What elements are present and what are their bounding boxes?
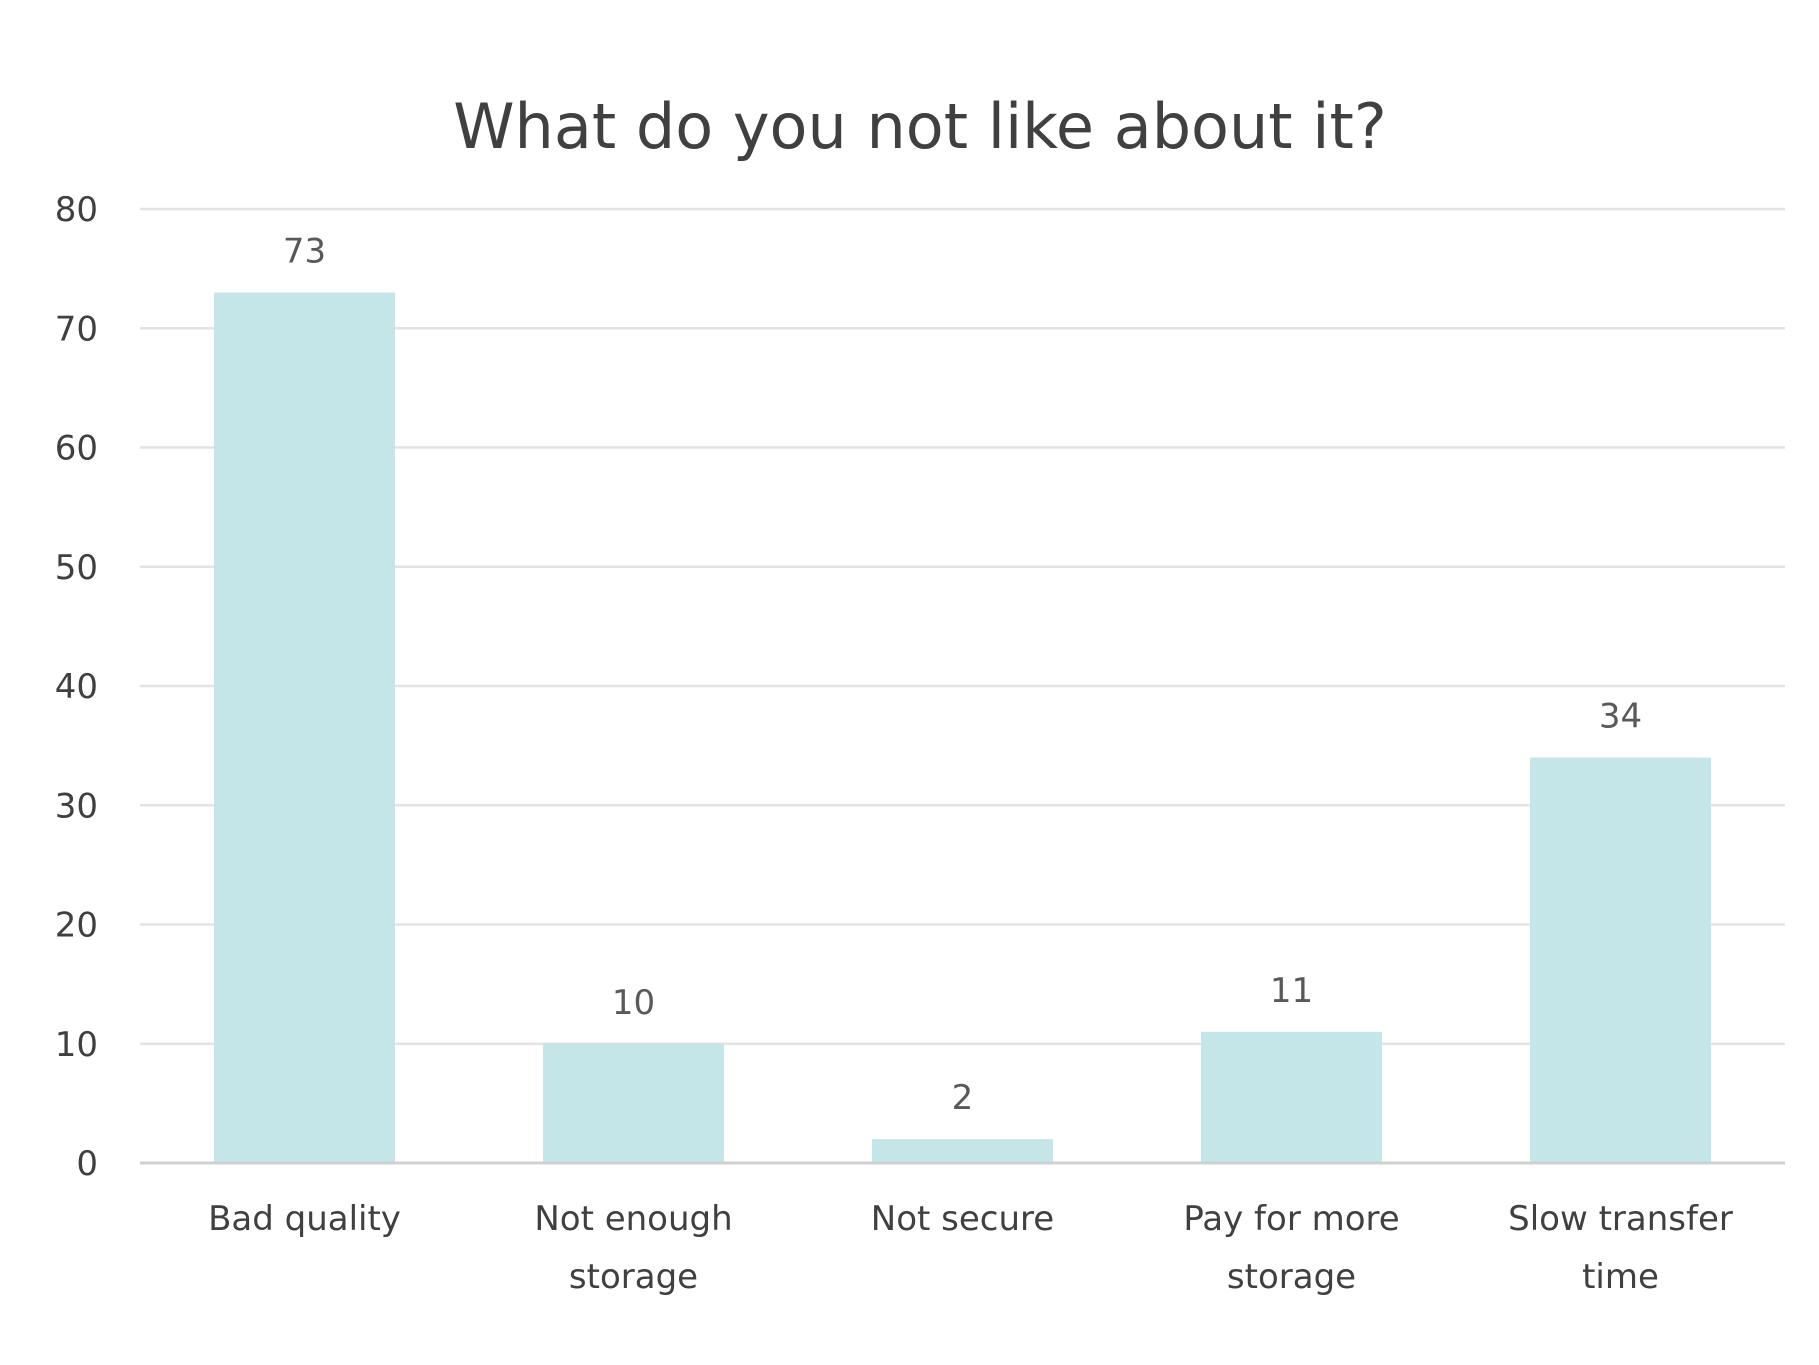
- y-tick-label: 40: [55, 667, 98, 707]
- y-tick-label: 50: [55, 548, 98, 588]
- bars: [214, 292, 1711, 1164]
- x-tick-label-line: Slow transfer: [1508, 1199, 1733, 1239]
- y-tick-label: 80: [55, 190, 98, 230]
- bar: [214, 292, 395, 1164]
- y-tick-label: 70: [55, 309, 98, 349]
- data-label: 2: [952, 1078, 974, 1118]
- bar: [872, 1139, 1053, 1163]
- bar: [1201, 1031, 1382, 1163]
- y-tick-label: 30: [55, 786, 98, 826]
- x-tick-label: Bad quality: [208, 1199, 401, 1239]
- x-tick-label: Pay for more storage: [1183, 1199, 1399, 1297]
- data-label: 10: [612, 983, 655, 1023]
- data-labels: 73 10 2 11 34: [283, 231, 1642, 1118]
- x-tick-label-line: storage: [569, 1257, 698, 1297]
- x-tick-label-line: time: [1582, 1257, 1659, 1297]
- bar: [1530, 757, 1711, 1163]
- bar: [543, 1043, 724, 1163]
- chart-title: What do you not like about it?: [453, 90, 1387, 163]
- x-tick-label: Not secure: [871, 1199, 1054, 1239]
- x-tick-label: Not enough storage: [534, 1199, 732, 1297]
- y-tick-label: 10: [55, 1025, 98, 1065]
- y-tick-label: 20: [55, 906, 98, 946]
- y-axis-tick-labels: 0 10 20 30 40 50 60 70 80: [55, 190, 98, 1184]
- data-label: 11: [1270, 971, 1313, 1011]
- x-tick-label: Slow transfer time: [1508, 1199, 1733, 1297]
- x-tick-label-line: Not secure: [871, 1199, 1054, 1239]
- x-axis-tick-labels: Bad quality Not enough storage Not secure Pa…: [208, 1199, 1733, 1297]
- x-tick-label-line: storage: [1227, 1257, 1356, 1297]
- data-label: 73: [283, 231, 326, 271]
- x-tick-label-line: Bad quality: [208, 1199, 401, 1239]
- y-tick-label: 0: [76, 1144, 98, 1184]
- gridlines: [140, 207, 1785, 1045]
- data-label: 34: [1599, 697, 1642, 737]
- x-tick-label-line: Pay for more: [1183, 1199, 1399, 1239]
- y-tick-label: 60: [55, 429, 98, 469]
- x-tick-label-line: Not enough: [534, 1199, 732, 1239]
